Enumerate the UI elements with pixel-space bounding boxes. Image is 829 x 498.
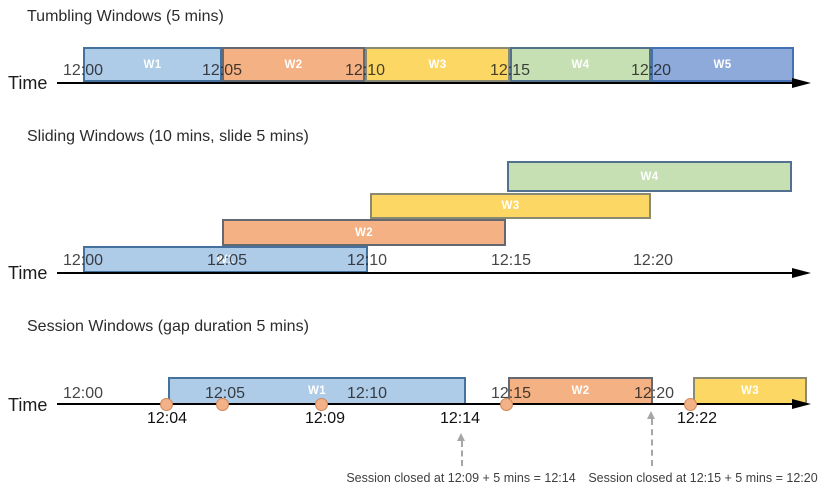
session-window-w3: W3 — [693, 377, 807, 405]
time-axis-label: Time — [8, 73, 48, 93]
tumbling-window-w3: W3 — [365, 47, 510, 82]
dashed-arrowhead-icon — [457, 433, 465, 441]
event-dot — [500, 398, 513, 411]
sliding-window-w3: W3 — [370, 193, 651, 219]
axis-arrowhead-icon — [792, 78, 811, 88]
window-label: W1 — [307, 384, 327, 397]
tumbling-window-w1: W1 — [83, 47, 222, 82]
tick-label: 12:00 — [62, 62, 104, 79]
tick-label: 12:05 — [201, 62, 243, 79]
window-label: W4 — [640, 170, 659, 183]
tumbling-window-w2: W2 — [222, 47, 365, 82]
event-time-label: 12:14 — [439, 410, 481, 427]
session-closed-annotation: Session closed at 12:15 + 5 mins = 12:20 — [588, 471, 818, 485]
tick-label: 12:15 — [490, 385, 532, 402]
window-label: W1 — [216, 253, 235, 266]
event-time-label: 12:04 — [146, 410, 188, 427]
window-label: W3 — [428, 58, 447, 71]
event-dot — [160, 398, 173, 411]
event-dot — [216, 398, 229, 411]
tick-label: 12:15 — [490, 252, 532, 269]
dashed-arrowhead-icon — [647, 411, 655, 419]
window-label: W1 — [143, 58, 162, 71]
axis-arrowhead-icon — [792, 399, 811, 409]
sliding-window-w4: W4 — [507, 161, 792, 192]
event-time-label: 12:22 — [676, 410, 718, 427]
tick-label: 12:10 — [344, 62, 386, 79]
tick-label: 12:10 — [346, 385, 388, 402]
window-label: W2 — [571, 384, 590, 397]
tumbling-window-w4: W4 — [510, 47, 651, 82]
tick-label: 12:20 — [630, 62, 672, 79]
window-label: W3 — [501, 199, 520, 212]
tumbling-window-w5: W5 — [651, 47, 794, 82]
window-label: W2 — [354, 226, 374, 239]
tick-label: 12:20 — [633, 385, 675, 402]
tick-label: 12:05 — [206, 252, 248, 269]
sliding-title: Sliding Windows (10 mins, slide 5 mins) — [27, 128, 309, 145]
time-axis-line — [57, 403, 794, 405]
dashed-arrow-line — [651, 419, 653, 466]
time-axis-line — [57, 82, 794, 84]
tumbling-title: Tumbling Windows (5 mins) — [27, 8, 224, 25]
event-dot — [315, 398, 328, 411]
event-dot — [684, 398, 697, 411]
sliding-window-w2: W2 — [222, 219, 506, 246]
window-label: W2 — [284, 58, 303, 71]
window-label: W4 — [571, 58, 590, 71]
window-label: W3 — [740, 384, 760, 397]
tick-label: 12:15 — [489, 62, 531, 79]
session-title: Session Windows (gap duration 5 mins) — [27, 318, 309, 335]
tick-label: 12:00 — [62, 385, 104, 402]
time-axis-label: Time — [8, 395, 48, 415]
dashed-arrow-line — [461, 441, 463, 466]
tick-label: 12:10 — [346, 252, 388, 269]
tick-label: 12:00 — [62, 252, 104, 269]
event-time-label: 12:09 — [304, 410, 346, 427]
time-axis-label: Time — [8, 263, 48, 283]
tick-label: 12:05 — [204, 385, 246, 402]
session-closed-annotation: Session closed at 12:09 + 5 mins = 12:14 — [346, 471, 576, 485]
tick-label: 12:20 — [632, 252, 674, 269]
axis-arrowhead-icon — [792, 268, 811, 278]
window-label: W5 — [713, 58, 732, 71]
time-axis-line — [57, 272, 794, 274]
